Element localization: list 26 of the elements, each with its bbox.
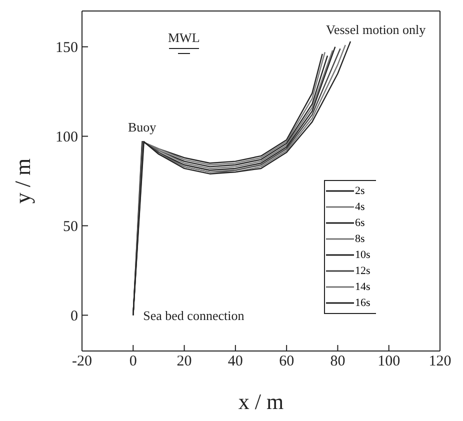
annotation: Sea bed connection [143, 308, 245, 323]
legend-label: 6s [355, 217, 365, 229]
x-axis-title: x / m [238, 389, 284, 414]
legend-label: 14s [355, 281, 370, 293]
y-tick-label: 0 [70, 308, 78, 325]
legend-label: 12s [355, 265, 370, 277]
y-axis-title: y / m [10, 158, 35, 204]
annotation: Vessel motion only [326, 22, 426, 37]
legend-label: 4s [355, 201, 365, 213]
x-tick-label: 80 [330, 354, 346, 370]
x-tick-label: 60 [279, 354, 294, 370]
annotation: Buoy [128, 120, 157, 135]
legend-label: 16s [355, 297, 370, 309]
legend-label: 2s [355, 185, 365, 197]
x-tick-label: 100 [378, 354, 400, 370]
x-tick-label: 20 [176, 354, 192, 370]
x-tick-label: 0 [129, 354, 137, 370]
x-tick-label: -20 [72, 354, 92, 370]
x-tick-label: 40 [228, 354, 243, 370]
y-tick-label: 50 [63, 219, 78, 236]
y-tick-label: 100 [56, 130, 78, 146]
legend-label: 10s [355, 249, 370, 261]
y-tick-label: 150 [56, 40, 78, 56]
legend-label: 8s [355, 233, 365, 245]
annotation: MWL [168, 30, 200, 45]
x-tick-label: 120 [428, 354, 452, 370]
